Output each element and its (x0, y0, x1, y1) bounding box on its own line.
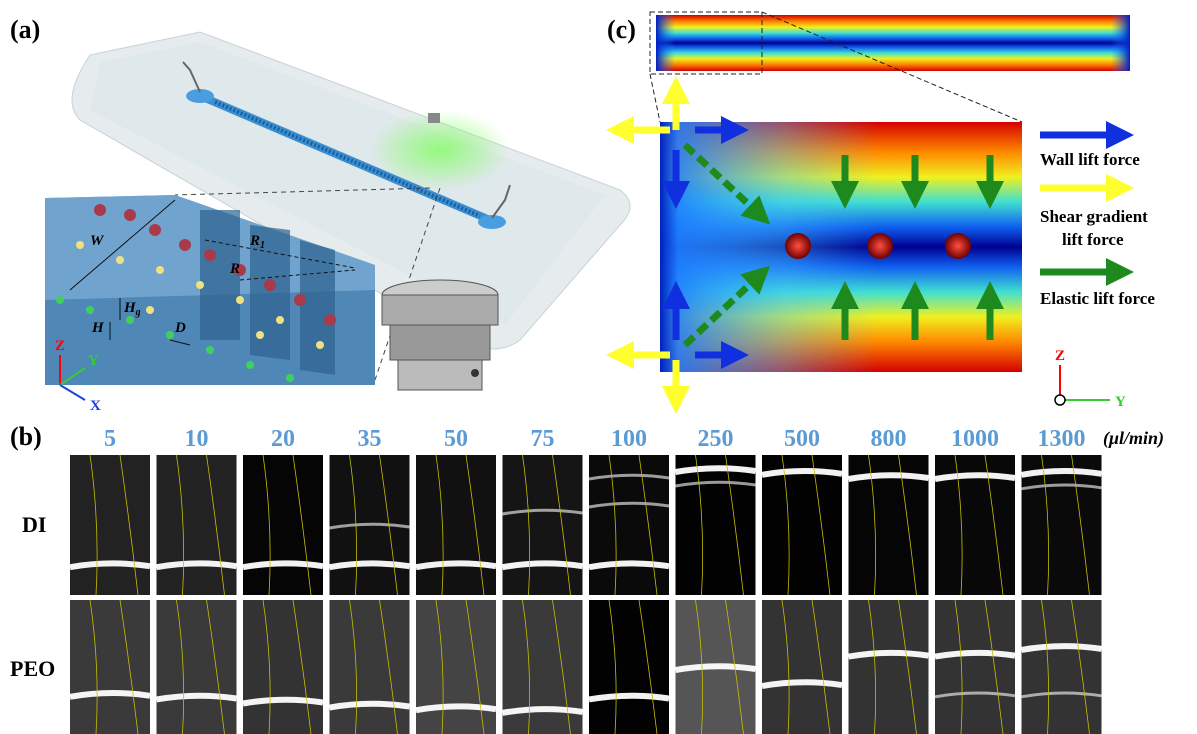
micrograph (70, 455, 150, 595)
micrograph (157, 600, 237, 734)
axis-label: Y (1115, 394, 1126, 410)
dim-label: R (229, 261, 240, 277)
axes-c: Z Y (1055, 348, 1126, 410)
dim-label: W (90, 233, 105, 249)
legend-label: Wall lift force (1040, 150, 1140, 169)
legend-label: Elastic lift force (1040, 289, 1155, 308)
dim-label: H (91, 320, 105, 336)
flow-rate-label: 800 (871, 426, 907, 452)
flow-rate-label: 250 (698, 426, 734, 452)
objective (382, 280, 498, 390)
flow-rate-label: 1000 (951, 426, 999, 452)
micrograph (676, 455, 756, 595)
micrograph (157, 455, 237, 595)
legend-label: lift force (1062, 230, 1124, 249)
micrograph (849, 600, 929, 734)
micrograph (503, 455, 583, 595)
micrograph (589, 600, 669, 734)
micrograph (330, 600, 410, 734)
flow-rate-label: 5 (104, 426, 116, 452)
micrograph (416, 455, 496, 595)
flow-rate-label: 10 (185, 426, 209, 452)
legend-label: Shear gradient (1040, 207, 1148, 226)
micrograph (1022, 600, 1102, 734)
flow-rate-label: 75 (531, 426, 555, 452)
micrograph (762, 600, 842, 734)
micrograph (416, 600, 496, 734)
panel-label: (b) (10, 422, 42, 451)
flow-rate-label: 20 (271, 426, 295, 452)
micrograph (243, 600, 323, 734)
heatmap (660, 122, 1022, 372)
axis-label: X (90, 398, 101, 414)
micrograph (935, 600, 1015, 734)
axis-label: Z (55, 338, 65, 354)
panel-label: (a) (10, 15, 40, 44)
flow-rate-label: 100 (611, 426, 647, 452)
axis-label: Z (1055, 348, 1065, 364)
image-grid (70, 455, 1102, 734)
micrograph (70, 600, 150, 734)
flow-rate-label: 1300 (1038, 426, 1086, 452)
flow-rate-label: 50 (444, 426, 468, 452)
dim-label: D (174, 320, 186, 336)
panel-label: (c) (607, 15, 636, 44)
unit-label: (μl/min) (1103, 428, 1164, 449)
row-label: PEO (10, 656, 55, 681)
flow-rate-label: 500 (784, 426, 820, 452)
figure: (a) W R1 R Hg H D Z Y X (c) Wall lift fo… (0, 0, 1197, 734)
axis-label: Y (88, 353, 99, 369)
flow-rate-label: 35 (358, 426, 382, 452)
row-label: DI (22, 512, 46, 537)
micrograph (243, 455, 323, 595)
heatmap-top (650, 12, 1130, 122)
